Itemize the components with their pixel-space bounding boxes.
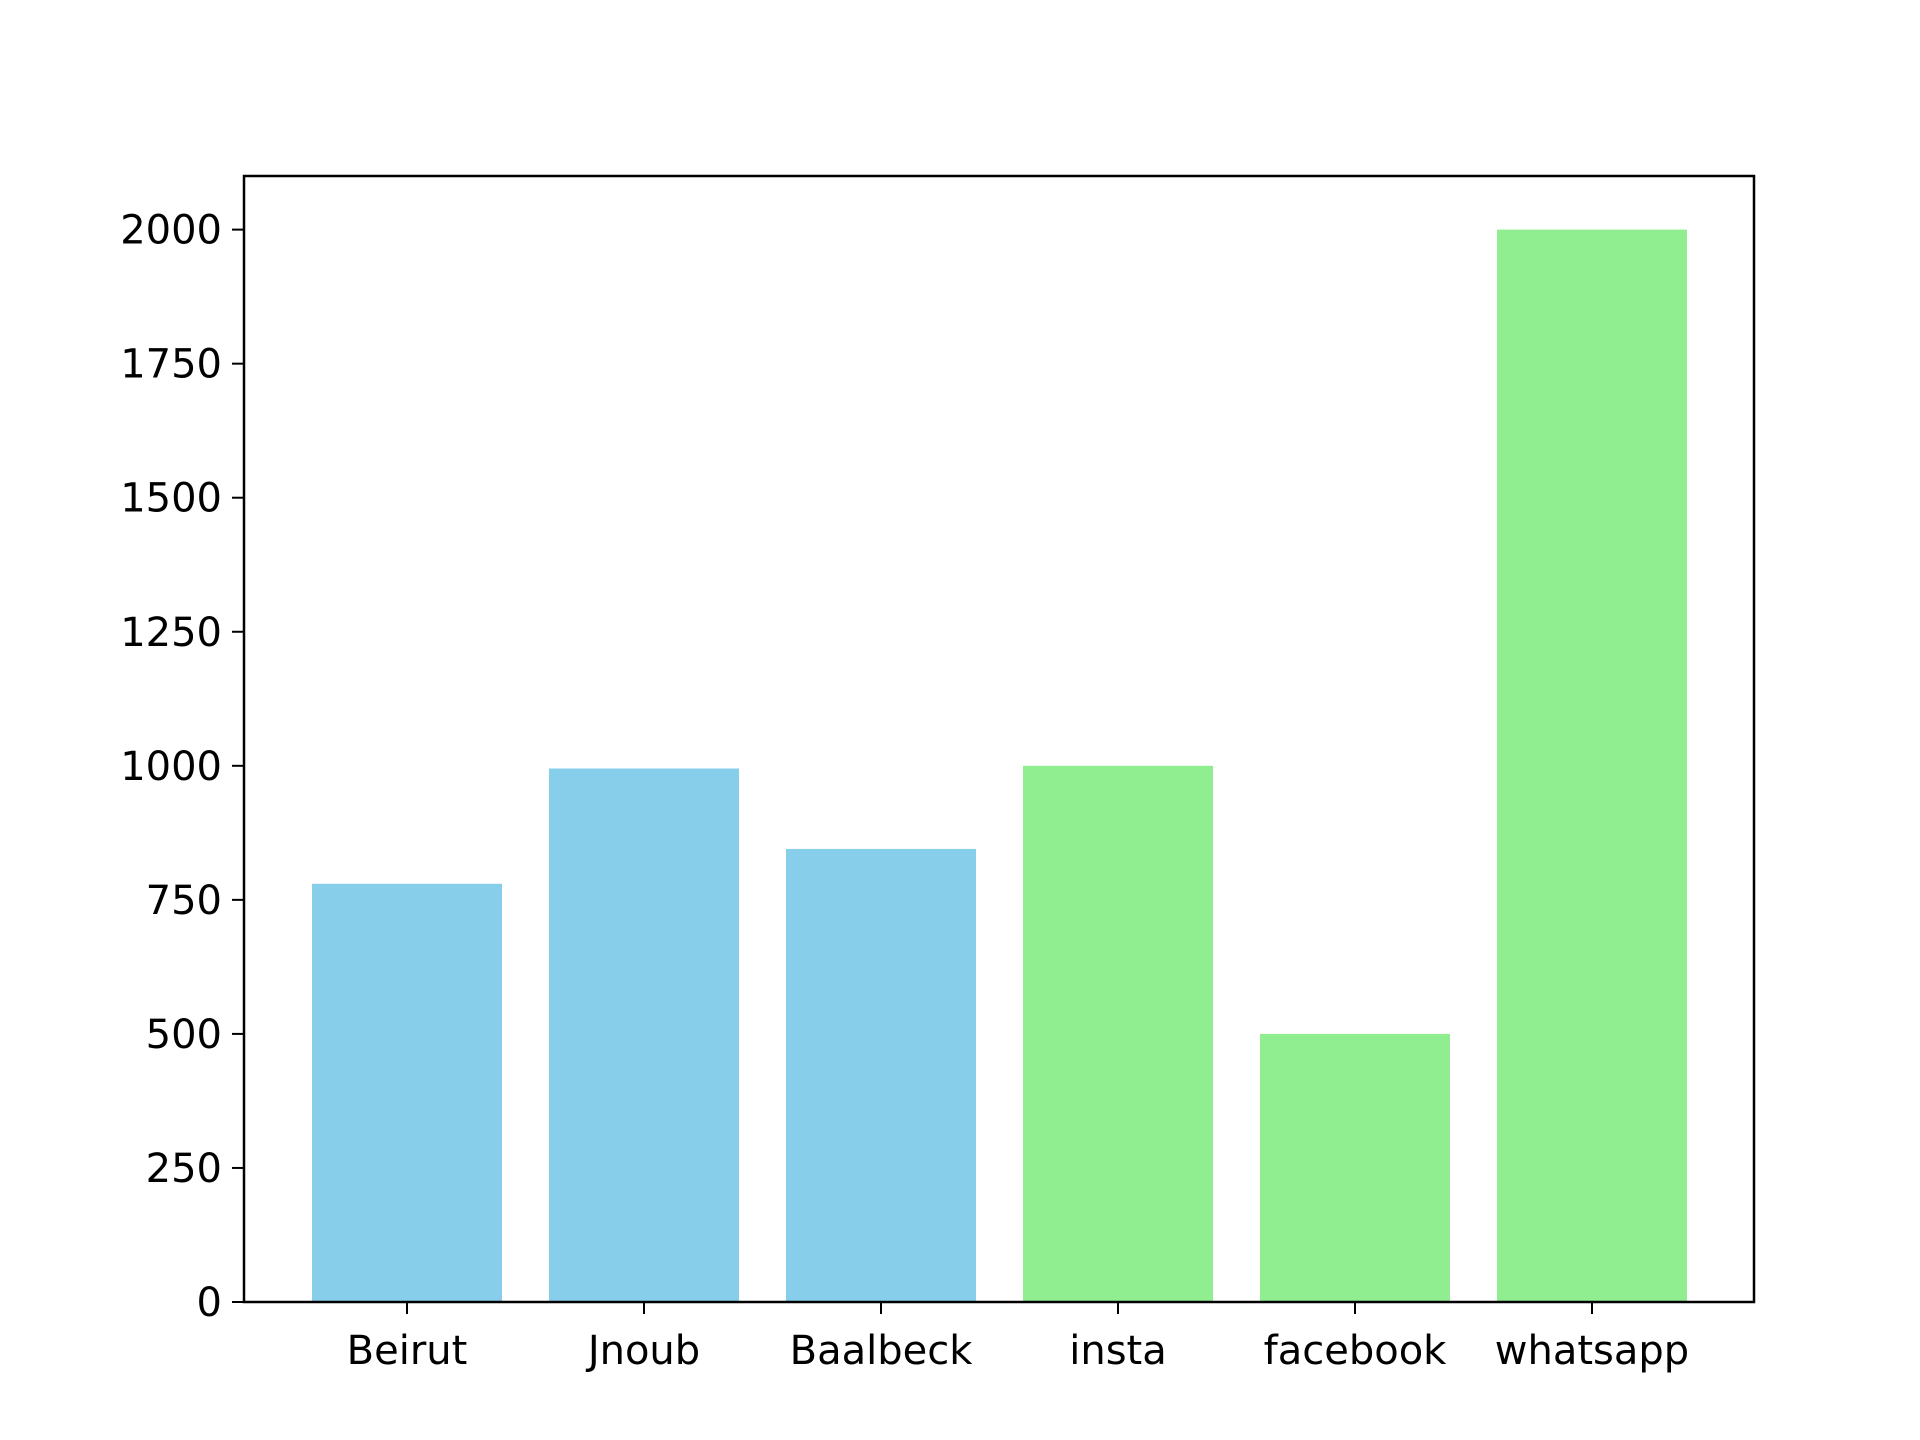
y-axis-ticks: 0 250 500 750 1000 1250 1500 1750 2000 — [120, 208, 244, 1326]
bar-whatsapp — [1497, 229, 1687, 1303]
x-tick-label: Beirut — [347, 1328, 468, 1374]
y-tick-label: 1500 — [120, 476, 222, 522]
y-tick-label: 750 — [146, 878, 222, 924]
x-tick-label: facebook — [1264, 1328, 1448, 1374]
bars-layer — [312, 229, 1687, 1303]
y-tick-label: 1750 — [120, 342, 222, 388]
bar-beirut — [312, 883, 502, 1302]
y-tick-label: 1000 — [120, 744, 222, 790]
bar-insta — [1023, 765, 1213, 1302]
y-tick-label: 500 — [146, 1012, 222, 1058]
y-tick-label: 2000 — [120, 208, 222, 254]
x-tick-label: insta — [1069, 1328, 1167, 1374]
x-tick-label: whatsapp — [1495, 1328, 1689, 1374]
x-tick-label: Jnoub — [585, 1328, 700, 1374]
x-tick-label: Baalbeck — [790, 1328, 974, 1374]
bar-baalbeck — [786, 848, 976, 1302]
bar-jnoub — [549, 768, 739, 1302]
bar-facebook — [1260, 1033, 1450, 1302]
y-tick-label: 0 — [197, 1280, 222, 1326]
plot-frame — [242, 174, 1756, 1304]
y-tick-label: 250 — [146, 1146, 222, 1192]
y-tick-label: 1250 — [120, 610, 222, 656]
x-axis-ticks: Beirut Jnoub Baalbeck insta facebook whatsapp — [347, 1302, 1689, 1374]
